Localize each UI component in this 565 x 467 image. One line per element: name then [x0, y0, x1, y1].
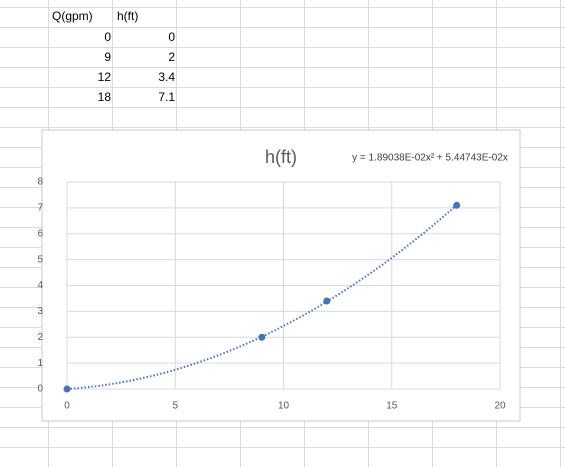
data-table: Q(gpm) h(ft) 0 0 9 2 12 3.4 18 7.1 — [52, 9, 175, 104]
table-cell: 3.4 — [158, 70, 175, 84]
trendline-equation: y = 1.89038E-02x² + 5.44743E-02x — [352, 153, 508, 164]
chart-title: h(ft) — [265, 147, 297, 167]
chart-area — [41, 129, 521, 422]
header-cell: h(ft) — [117, 9, 138, 23]
y-tick-label: 8 — [37, 177, 43, 188]
axes: 0 1 2 3 4 5 6 7 8 0 5 10 15 20 — [37, 177, 506, 412]
y-tick-label: 1 — [37, 358, 43, 369]
table-cell: 12 — [98, 70, 112, 84]
data-point — [63, 385, 71, 393]
table-cell: 2 — [168, 50, 175, 64]
x-tick-label: 5 — [172, 401, 178, 412]
x-tick-label: 10 — [278, 401, 290, 412]
y-tick-label: 4 — [37, 280, 43, 291]
table-cell: 0 — [168, 30, 175, 44]
table-cell: 18 — [98, 90, 112, 104]
data-point — [323, 297, 331, 305]
chart: h(ft) y = 1.89038E-02x² + 5.44743E-02x 0… — [37, 129, 521, 422]
y-tick-label: 6 — [37, 228, 43, 239]
y-tick-label: 5 — [37, 254, 43, 265]
y-tick-label: 0 — [37, 384, 43, 395]
data-point — [258, 333, 266, 341]
data-point — [453, 201, 461, 209]
header-cell: Q(gpm) — [52, 9, 93, 23]
y-tick-label: 7 — [37, 203, 43, 214]
table-cell: 0 — [104, 30, 111, 44]
table-cell: 7.1 — [158, 90, 175, 104]
table-cell: 9 — [104, 50, 111, 64]
x-tick-label: 15 — [386, 401, 398, 412]
x-tick-label: 20 — [494, 401, 506, 412]
y-tick-label: 2 — [37, 332, 43, 343]
x-tick-label: 0 — [64, 401, 70, 412]
y-tick-label: 3 — [37, 306, 43, 317]
